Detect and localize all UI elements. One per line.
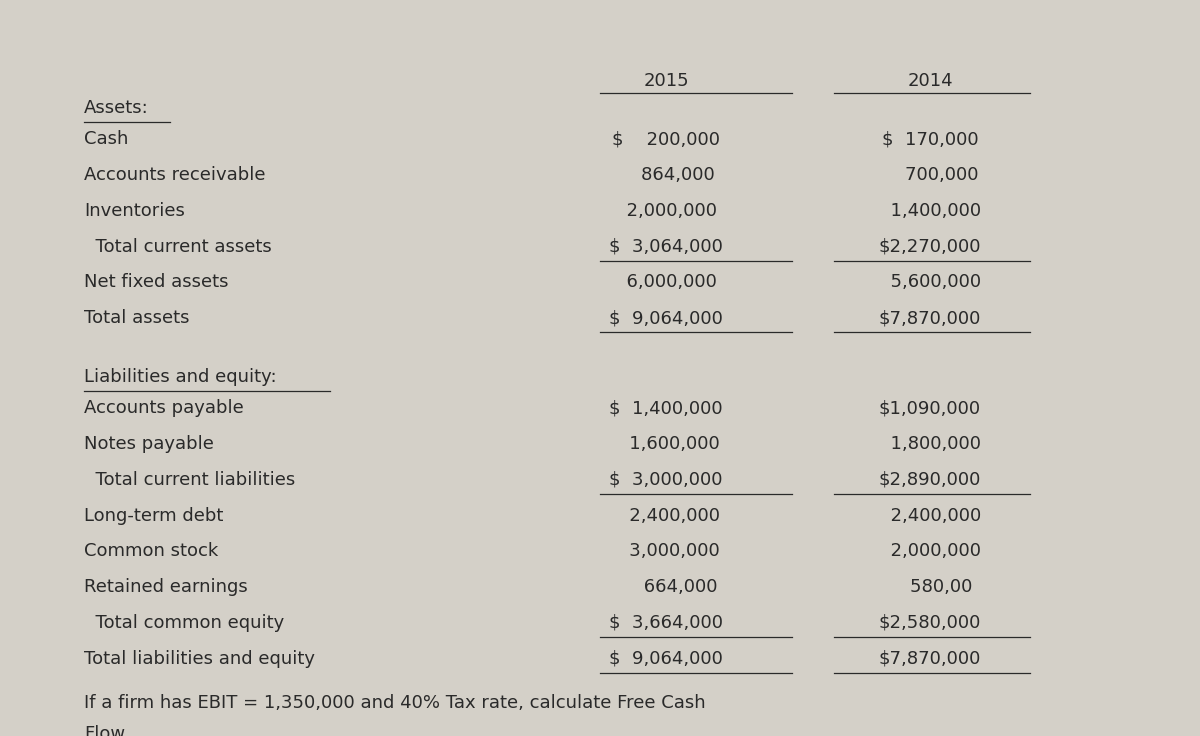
Text: Notes payable: Notes payable <box>84 435 214 453</box>
Text: Cash: Cash <box>84 130 128 149</box>
Text: 6,000,000: 6,000,000 <box>616 273 716 291</box>
Text: Total liabilities and equity: Total liabilities and equity <box>84 650 314 668</box>
Text: If a firm has EBIT = 1,350,000 and 40% Tax rate, calculate Free Cash: If a firm has EBIT = 1,350,000 and 40% T… <box>84 694 706 712</box>
Text: Flow.: Flow. <box>84 724 130 736</box>
Text: 1,800,000: 1,800,000 <box>878 435 982 453</box>
Text: Accounts receivable: Accounts receivable <box>84 166 265 184</box>
Text: 3,000,000: 3,000,000 <box>612 542 720 560</box>
Text: 1,400,000: 1,400,000 <box>878 202 982 220</box>
Text: 1,600,000: 1,600,000 <box>612 435 720 453</box>
Text: 2,000,000: 2,000,000 <box>616 202 718 220</box>
Text: Total current liabilities: Total current liabilities <box>84 471 295 489</box>
Text: $2,890,000: $2,890,000 <box>878 471 982 489</box>
Text: $2,270,000: $2,270,000 <box>878 238 982 255</box>
Text: $7,870,000: $7,870,000 <box>878 650 982 668</box>
Text: 664,000: 664,000 <box>614 578 718 596</box>
Text: 2014: 2014 <box>907 72 953 90</box>
Text: $  3,000,000: $ 3,000,000 <box>610 471 722 489</box>
Text: 5,600,000: 5,600,000 <box>878 273 982 291</box>
Text: 2015: 2015 <box>643 72 689 90</box>
Text: $1,090,000: $1,090,000 <box>878 400 982 417</box>
Text: Long-term debt: Long-term debt <box>84 506 223 525</box>
Text: Accounts payable: Accounts payable <box>84 400 244 417</box>
Text: $  9,064,000: $ 9,064,000 <box>610 650 722 668</box>
Text: Common stock: Common stock <box>84 542 218 560</box>
Text: 580,00: 580,00 <box>887 578 973 596</box>
Text: $  3,064,000: $ 3,064,000 <box>610 238 722 255</box>
Text: Total assets: Total assets <box>84 309 190 327</box>
Text: 2,000,000: 2,000,000 <box>878 542 982 560</box>
Text: Inventories: Inventories <box>84 202 185 220</box>
Text: $    200,000: $ 200,000 <box>612 130 720 149</box>
Text: Net fixed assets: Net fixed assets <box>84 273 228 291</box>
Text: 700,000: 700,000 <box>882 166 978 184</box>
Text: Retained earnings: Retained earnings <box>84 578 247 596</box>
Text: $  170,000: $ 170,000 <box>882 130 978 149</box>
Text: 2,400,000: 2,400,000 <box>878 506 982 525</box>
Text: Total common equity: Total common equity <box>84 614 284 631</box>
Text: Liabilities and equity:: Liabilities and equity: <box>84 368 277 386</box>
Text: 864,000: 864,000 <box>618 166 714 184</box>
Text: $  3,664,000: $ 3,664,000 <box>610 614 724 631</box>
Text: $  1,400,000: $ 1,400,000 <box>610 400 722 417</box>
Text: Assets:: Assets: <box>84 99 149 117</box>
Text: $2,580,000: $2,580,000 <box>878 614 982 631</box>
Text: $  9,064,000: $ 9,064,000 <box>610 309 722 327</box>
Text: 2,400,000: 2,400,000 <box>612 506 720 525</box>
Text: Total current assets: Total current assets <box>84 238 271 255</box>
Text: $7,870,000: $7,870,000 <box>878 309 982 327</box>
